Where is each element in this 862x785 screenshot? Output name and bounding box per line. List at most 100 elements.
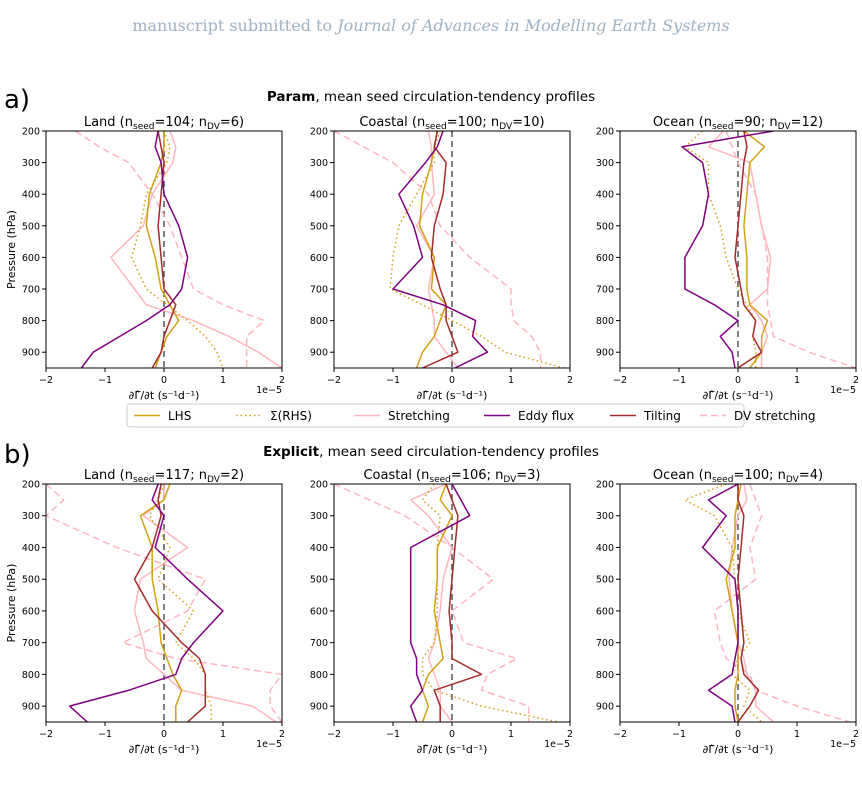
series-eddy-flux <box>681 131 774 368</box>
x-offset-label: 1e−5 <box>830 739 856 750</box>
legend-item-rhs: Σ(RHS) <box>236 409 312 423</box>
x-tick-label: −1 <box>672 375 686 386</box>
x-tick-label: 2 <box>567 375 573 386</box>
title-part: =3) <box>516 468 540 483</box>
x-tick-label: 0 <box>449 375 455 386</box>
x-axis-label: ∂Γ̂/∂t (s⁻¹d⁻¹) <box>417 389 488 402</box>
series-eddy-flux <box>68 484 224 722</box>
y-tick-label: 800 <box>596 316 614 327</box>
x-offset-label: 1e−5 <box>256 385 282 396</box>
series-lhs <box>145 131 180 368</box>
header-prefix: manuscript submitted to <box>132 16 338 35</box>
y-tick-label: 500 <box>596 221 614 232</box>
y-tick-label: 600 <box>22 253 40 264</box>
series-tilting <box>422 131 459 368</box>
y-tick-label: 900 <box>310 702 328 713</box>
x-tick-label: 2 <box>853 729 859 740</box>
y-tick-label: 500 <box>596 575 614 586</box>
subscript: seed <box>133 475 154 485</box>
y-tick-label: 500 <box>310 221 328 232</box>
y-tick-label: 800 <box>596 670 614 681</box>
subscript: DV <box>499 122 513 132</box>
x-axis-label: ∂Γ̂/∂t (s⁻¹d⁻¹) <box>417 743 488 756</box>
y-tick-label: 300 <box>310 158 328 169</box>
subscript: DV <box>207 122 221 132</box>
title-part: Ocean (n <box>653 115 712 130</box>
row-label-a: a) <box>4 85 30 115</box>
legend-item-dv-stretching: DV stretching <box>700 409 816 423</box>
panel-b-ocean: Ocean (nseed=100; nDV=4) 200 300 400 500 600 7… <box>596 468 859 756</box>
y-tick-label: 600 <box>22 606 40 617</box>
manuscript-header: manuscript submitted to Journal of Advan… <box>0 16 862 35</box>
y-tick-label: 400 <box>596 190 614 201</box>
title-part: Land (n <box>84 115 133 130</box>
y-tick-label: 400 <box>22 190 40 201</box>
y-tick-label: 900 <box>596 702 614 713</box>
x-offset-label: 1e−5 <box>830 385 856 396</box>
series-eddy-flux <box>701 484 739 722</box>
x-tick-label: −1 <box>98 729 112 740</box>
x-tick-label: 1 <box>794 375 800 386</box>
header-journal: Journal of Advances in Modelling Earth S… <box>337 16 730 35</box>
series-lhs <box>421 484 453 722</box>
x-tick-label: −2 <box>613 729 627 740</box>
y-tick-label: 900 <box>22 348 40 359</box>
series-group <box>684 484 851 722</box>
subscript: DV <box>503 475 517 485</box>
x-tick-label: 2 <box>279 375 285 386</box>
title-part: =100; n <box>733 468 785 483</box>
panel-a-ocean-title: Ocean (nseed=90; nDV=12) <box>653 115 823 132</box>
title-part: =2) <box>220 468 244 483</box>
legend-frame <box>126 403 745 428</box>
series-rhs <box>421 484 559 722</box>
y-tick-label: 200 <box>310 480 328 491</box>
row-title-a: Param, mean seed circulation-tendency pr… <box>267 89 595 105</box>
series-dv-stretching <box>725 131 856 368</box>
series-tilting <box>737 484 760 722</box>
y-tick-label: 200 <box>22 127 40 138</box>
y-tick-label: 300 <box>22 158 40 169</box>
series-eddy-flux <box>80 131 189 368</box>
title-part: Ocean (n <box>653 468 712 483</box>
series-rhs <box>389 131 565 368</box>
subscript: DV <box>207 475 221 485</box>
legend-label: Eddy flux <box>518 409 574 423</box>
series-tilting <box>734 131 763 368</box>
title-part: =106; n <box>451 468 503 483</box>
x-tick-label: −1 <box>672 729 686 740</box>
y-tick-label: 900 <box>310 348 328 359</box>
series-group <box>681 131 856 368</box>
series-lhs <box>725 484 742 722</box>
panel-b-coastal: Coastal (nseed=106; nDV=3) 200 300 400 500 60… <box>310 468 573 756</box>
title-part: Coastal (n <box>363 468 429 483</box>
legend-label: Tilting <box>643 409 681 423</box>
series-dv-stretching <box>46 484 282 722</box>
x-tick-label: −2 <box>39 729 53 740</box>
y-tick-label: 400 <box>596 543 614 554</box>
legend: LHS Σ(RHS) Stretching Eddy flux Tilting DV st… <box>126 403 816 428</box>
y-tick-label: 700 <box>22 285 40 296</box>
y-tick-label: 500 <box>22 221 40 232</box>
title-part: =90; n <box>733 115 777 130</box>
x-axis-label: ∂Γ̂/∂t (s⁻¹d⁻¹) <box>129 389 200 402</box>
y-tick-label: 900 <box>22 702 40 713</box>
y-tick-label: 300 <box>310 511 328 522</box>
y-tick-label: 800 <box>310 670 328 681</box>
legend-item-lhs: LHS <box>134 409 191 423</box>
y-tick-label: 700 <box>310 638 328 649</box>
y-tick-label: 600 <box>596 606 614 617</box>
series-lhs <box>415 131 447 368</box>
row-label-b: b) <box>4 440 31 470</box>
legend-label: DV stretching <box>734 409 816 423</box>
series-rhs <box>684 484 763 722</box>
y-tick-label: 400 <box>310 543 328 554</box>
series-lhs <box>139 484 183 722</box>
y-axis-label: Pressure (hPa) <box>5 210 18 289</box>
y-tick-label: 200 <box>22 480 40 491</box>
series-dv-stretching <box>713 484 851 722</box>
x-tick-label: −1 <box>98 375 112 386</box>
subscript: seed <box>425 122 446 132</box>
y-tick-label: 700 <box>22 638 40 649</box>
legend-item-stretching: Stretching <box>354 409 450 423</box>
row-title-rest: , mean seed circulation-tendency profile… <box>315 89 595 105</box>
